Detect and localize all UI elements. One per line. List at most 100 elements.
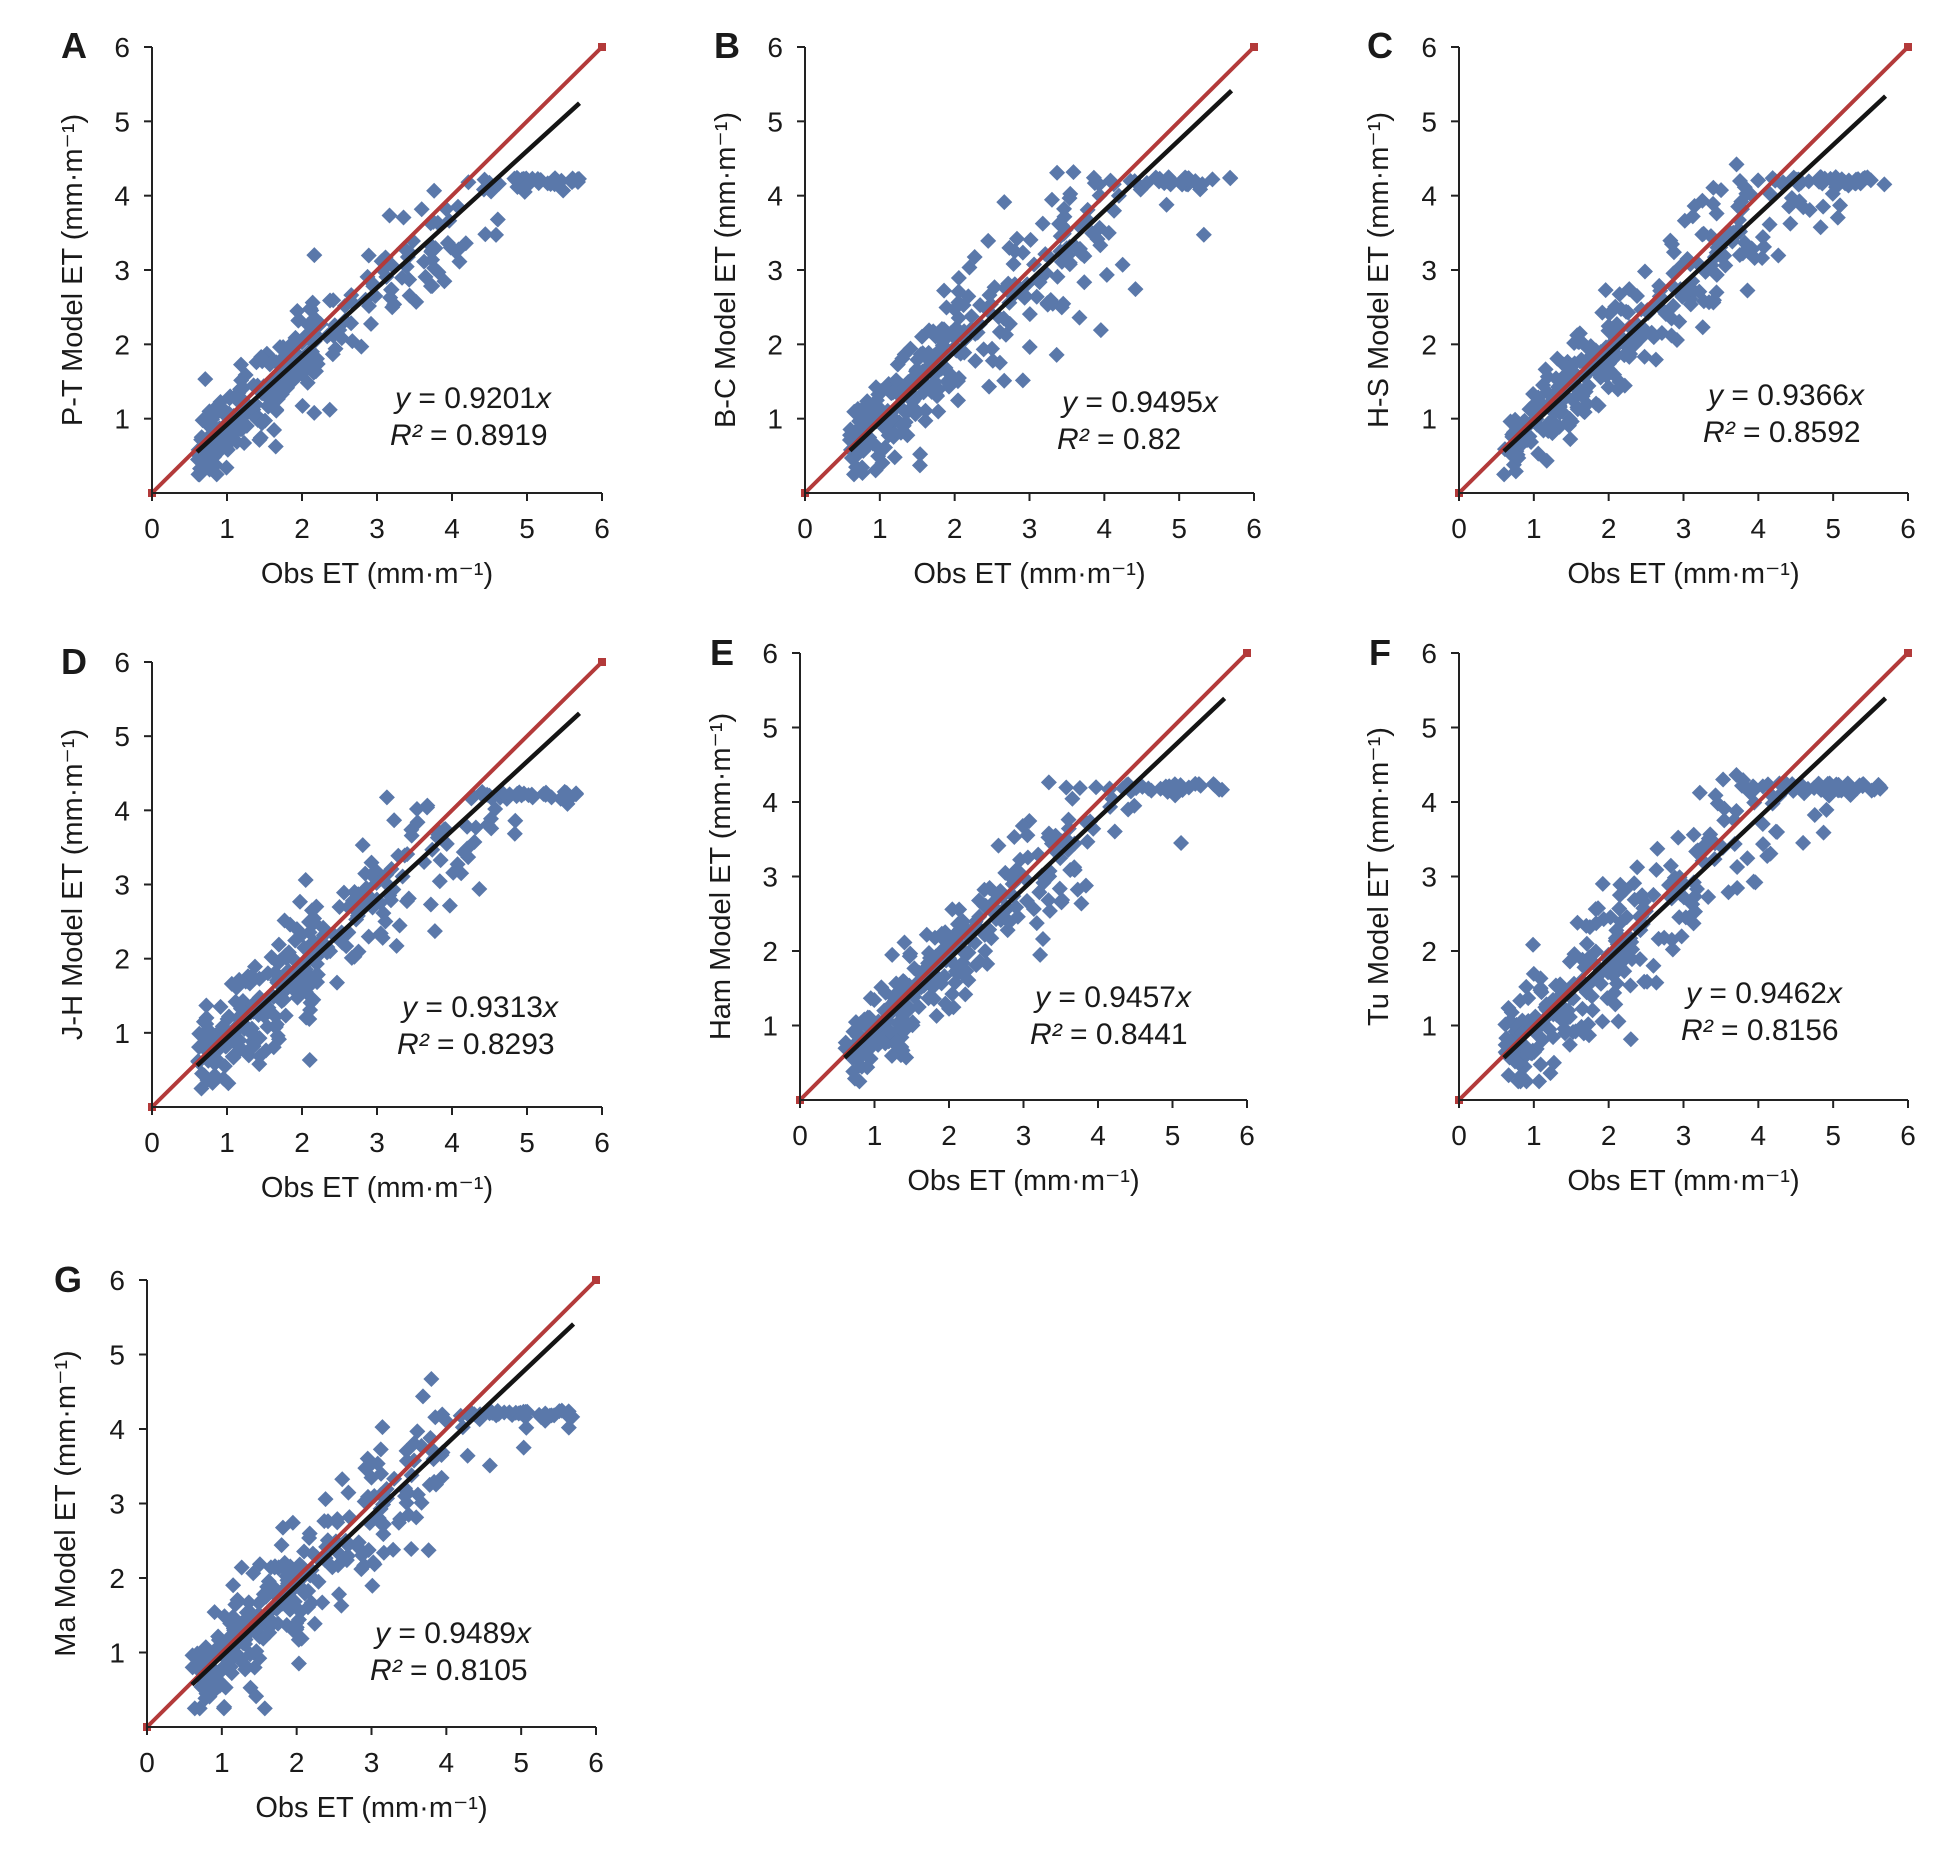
data-point [1588, 915, 1605, 932]
data-point [212, 998, 229, 1015]
data-point [1650, 930, 1667, 947]
data-point [335, 884, 352, 901]
data-point [1581, 1027, 1598, 1044]
data-point [300, 1582, 317, 1599]
data-point [1005, 255, 1022, 272]
data-point [1736, 179, 1753, 196]
data-point [270, 936, 287, 953]
data-point [902, 945, 919, 962]
data-point [248, 1688, 265, 1705]
data-point [1163, 779, 1180, 796]
data-point [868, 379, 885, 396]
data-point [1876, 176, 1893, 193]
data-point [1648, 861, 1665, 878]
data-point [290, 312, 307, 329]
x-tick-label: 0 [1451, 1120, 1467, 1151]
data-point [423, 1371, 440, 1388]
data-point [854, 1046, 871, 1063]
data-point [294, 1559, 311, 1576]
identity-marker [1250, 43, 1258, 51]
data-point [911, 457, 928, 474]
r-squared: R² = 0.8919 [390, 419, 548, 452]
data-point [1657, 306, 1674, 323]
data-point [930, 403, 947, 420]
data-point [1180, 779, 1197, 796]
y-tick-label: 1 [762, 1011, 778, 1042]
data-point [1716, 812, 1733, 829]
regression-equation: y = 0.9313x [400, 991, 559, 1024]
data-point [1531, 1073, 1548, 1090]
data-point [950, 294, 967, 311]
data-point [339, 1547, 356, 1564]
data-point [884, 946, 901, 963]
data-point [1538, 452, 1555, 469]
data-point [995, 310, 1012, 327]
data-point [1092, 237, 1109, 254]
y-tick-label: 4 [114, 795, 130, 826]
y-tick-label: 2 [767, 329, 783, 360]
data-point [1565, 1024, 1582, 1041]
data-point [466, 1406, 483, 1423]
x-tick-label: 2 [294, 513, 310, 544]
data-point [929, 349, 946, 366]
data-point [1058, 779, 1075, 796]
data-point [1053, 253, 1070, 270]
data-point [1663, 931, 1680, 948]
data-point [320, 1513, 337, 1530]
data-point [263, 1616, 280, 1633]
data-point [1622, 1031, 1639, 1048]
data-point [877, 1035, 894, 1052]
data-point [360, 928, 377, 945]
data-point [1689, 842, 1706, 859]
data-point [501, 1404, 518, 1421]
data-point [198, 1015, 215, 1032]
data-point [553, 172, 570, 189]
data-point [409, 814, 426, 831]
identity-line [1457, 651, 1910, 1102]
data-point [1606, 366, 1623, 383]
data-point [375, 1526, 392, 1543]
data-point [506, 825, 523, 842]
data-point [1512, 1067, 1529, 1084]
panel-c: 0 1 2 3 4 5 6 1 2 3 4 5 6 Obs ET (mm·m⁻¹) H-S Model ET… [1363, 25, 1916, 590]
y-axis-label: P-T Model ET (mm·m⁻¹) [57, 114, 89, 426]
data-point [1684, 208, 1701, 225]
data-point [1008, 230, 1025, 247]
data-point [1662, 857, 1679, 874]
data-point [240, 1594, 257, 1611]
x-tick-label: 4 [1751, 1120, 1767, 1151]
data-point [990, 837, 1007, 854]
x-tick-label: 5 [1825, 1120, 1841, 1151]
data-point [424, 277, 441, 294]
data-point [273, 1537, 290, 1554]
data-point [971, 908, 988, 925]
data-point [1071, 309, 1088, 326]
data-point [991, 323, 1008, 340]
y-tick-label: 6 [114, 647, 130, 678]
data-point [1685, 826, 1702, 843]
x-tick-label: 2 [1601, 513, 1617, 544]
data-point [1049, 268, 1066, 285]
data-point [1039, 296, 1056, 313]
data-point [408, 801, 425, 818]
x-axis-label: Obs ET (mm·m⁻¹) [1567, 1165, 1799, 1197]
regression-equation: y = 0.9462x [1684, 977, 1843, 1010]
data-point [859, 393, 876, 410]
data-point [1729, 880, 1746, 897]
data-point [1034, 931, 1051, 948]
data-point [306, 910, 323, 927]
data-point [228, 1044, 245, 1061]
r-squared: R² = 0.8293 [397, 1028, 555, 1061]
y-tick-label: 1 [114, 1018, 130, 1049]
data-point [1498, 1030, 1515, 1047]
data-point [390, 1514, 407, 1531]
scatter-points [841, 164, 1239, 483]
data-point [967, 352, 984, 369]
x-tick-label: 3 [369, 513, 385, 544]
x-tick-label: 0 [139, 1747, 155, 1778]
panel-g: 0 1 2 3 4 5 6 1 2 3 4 5 6 Obs ET (mm·m⁻¹) Ma Model ET … [50, 1259, 604, 1824]
x-tick-label: 5 [513, 1747, 529, 1778]
y-tick-label: 2 [1421, 329, 1437, 360]
data-point [381, 207, 398, 224]
